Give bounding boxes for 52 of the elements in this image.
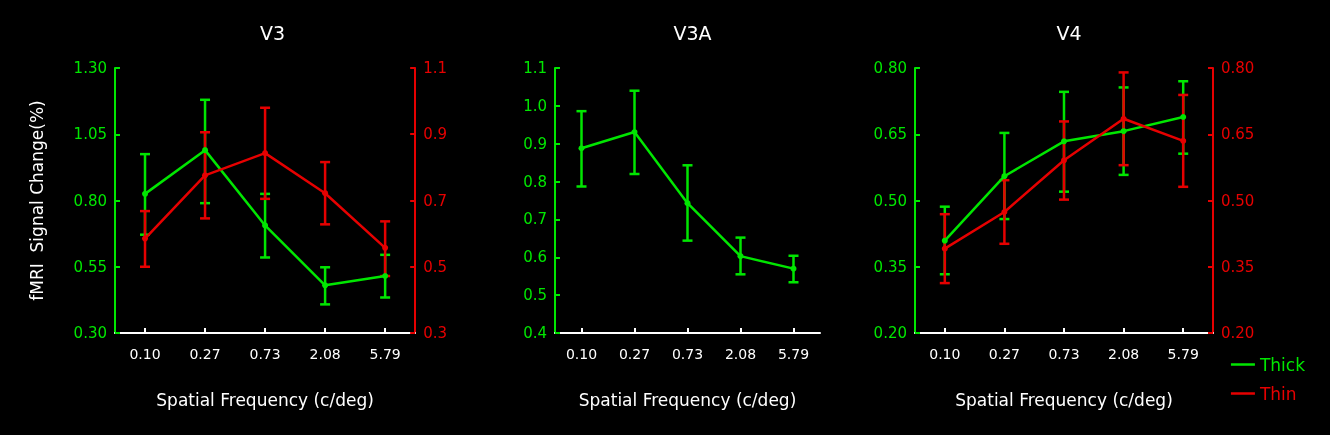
x-tick-label: 2.08 (1108, 346, 1140, 362)
y-tick-label: 0.30 (73, 324, 107, 342)
x-tick-label: 0.73 (671, 346, 704, 362)
y-tick-label: 0.35 (873, 257, 907, 276)
x-tick-label: 5.79 (369, 346, 401, 362)
x-tick-label: 0.73 (1048, 346, 1080, 362)
y2-tick-label: 0.9 (423, 125, 447, 144)
y2-tick-label: 0.3 (423, 324, 447, 342)
x-tick-label: 2.08 (309, 346, 341, 362)
x-tick-label: 0.73 (249, 346, 281, 362)
y-tick-label: 1.05 (73, 125, 107, 144)
chart-title: V4 (1056, 21, 1082, 44)
y-axis-title: fMRI Signal Change(%) (26, 100, 47, 301)
y-tick-label: 0.80 (73, 191, 107, 210)
chart-title: V3A (673, 21, 712, 44)
x-tick-label: 2.08 (724, 346, 757, 362)
y2-tick-label: 0.65 (1221, 125, 1255, 144)
chart-title: V3 (259, 21, 286, 44)
y-tick-label: 0.65 (873, 125, 907, 144)
x-axis-title: Spatial Frequency (c/deg) (156, 389, 374, 410)
y-tick-label: 0.50 (873, 191, 907, 210)
y2-tick-label: 0.50 (1221, 191, 1255, 210)
y-tick-label: 0.55 (73, 257, 107, 276)
x-axis-title: Spatial Frequency (c/deg) (578, 389, 797, 410)
y2-tick-label: 0.80 (1221, 59, 1255, 77)
x-tick-label: 0.10 (565, 346, 598, 362)
y-tick-label: 0.8 (523, 172, 547, 191)
y2-tick-label: 0.20 (1221, 324, 1255, 342)
y2-tick-label: 0.5 (423, 257, 447, 276)
y-tick-label: 1.1 (523, 59, 547, 77)
y-tick-label: 0.5 (523, 286, 547, 305)
y-tick-label: 0.20 (873, 324, 907, 342)
y2-tick-label: 0.35 (1221, 257, 1255, 276)
y-tick-label: 1.30 (73, 59, 107, 77)
legend-label: Thin (1258, 383, 1297, 404)
y-tick-label: 0.80 (873, 59, 907, 77)
x-tick-label: 5.79 (777, 346, 810, 362)
legend-label: Thick (1258, 354, 1306, 375)
x-tick-label: 5.79 (1167, 346, 1199, 362)
y-tick-label: 0.7 (523, 210, 547, 229)
y-tick-label: 1.0 (523, 96, 547, 115)
y-tick-label: 0.4 (523, 324, 547, 342)
y2-tick-label: 1.1 (423, 59, 447, 77)
x-tick-label: 0.10 (929, 346, 961, 362)
y-tick-label: 0.6 (523, 248, 547, 267)
x-tick-label: 0.10 (129, 346, 161, 362)
y2-tick-label: 0.7 (423, 191, 447, 210)
x-tick-label: 0.27 (988, 346, 1020, 362)
x-axis-title: Spatial Frequency (c/deg) (955, 389, 1173, 410)
x-tick-label: 0.27 (618, 346, 651, 362)
y-tick-label: 0.9 (523, 134, 547, 153)
x-tick-label: 0.27 (189, 346, 221, 362)
